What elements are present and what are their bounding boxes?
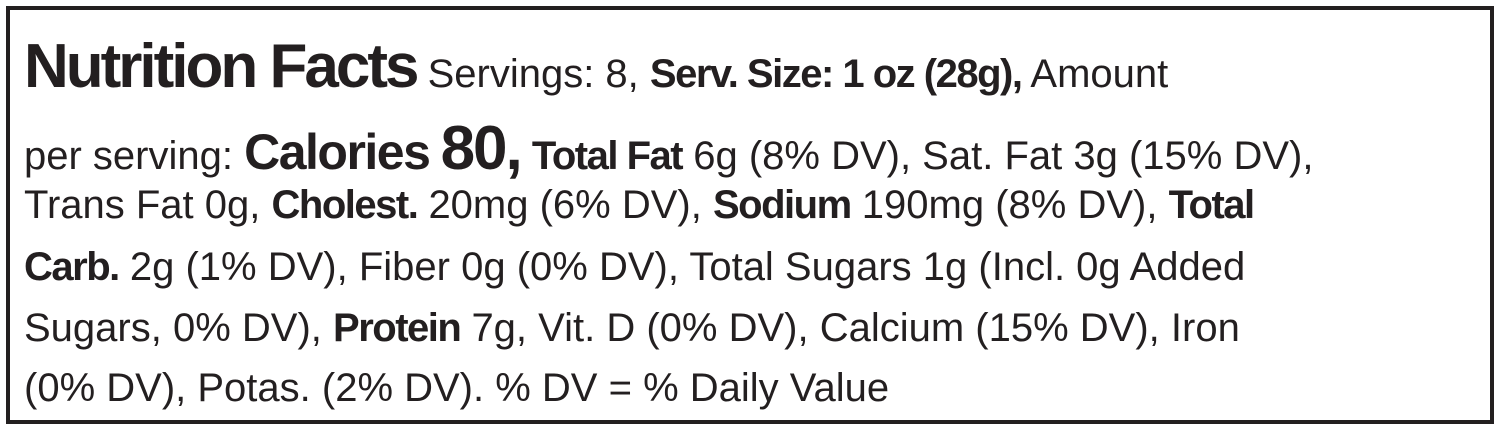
label-bold: Calories — [244, 124, 431, 180]
label-bold: Carb. — [24, 245, 120, 289]
label-text: per serving: — [24, 134, 233, 178]
label-bold: Total — [1168, 183, 1256, 227]
label-bold: Total Fat — [531, 134, 684, 178]
label-line: Carb. 2g (1% DV), Fiber 0g (0% DV), Tota… — [24, 247, 1245, 287]
label-text: 20mg (6% DV), — [428, 183, 702, 227]
label-border — [6, 6, 1494, 424]
label-text: 6g (8% DV), Sat. Fat 3g (15% DV), — [693, 134, 1314, 178]
label-bold: Serv. Size: 1 oz (28g), — [649, 52, 1023, 96]
label-bold: Cholest. — [271, 183, 419, 227]
label-bold: Sodium — [712, 183, 852, 227]
label-title: Nutrition Facts — [24, 32, 419, 101]
label-text: Trans Fat 0g, — [24, 183, 261, 227]
label-text: (0% DV), Potas. (2% DV). % DV = % Daily … — [24, 366, 890, 410]
label-line: (0% DV), Potas. (2% DV). % DV = % Daily … — [24, 368, 889, 408]
label-text: Servings: 8, — [427, 52, 639, 96]
label-line: Trans Fat 0g, Cholest. 20mg (6% DV), Sod… — [24, 183, 1256, 227]
label-bold: 80, — [440, 114, 523, 183]
label-line: per serving: Calories 80, Total Fat 6g (… — [24, 118, 1313, 180]
label-text: Sugars, 0% DV), — [24, 306, 322, 350]
label-bold: Protein — [333, 306, 462, 350]
label-text: Amount — [1030, 52, 1169, 96]
label-text: 190mg (8% DV), — [861, 183, 1158, 227]
label-text: 2g (1% DV), Fiber 0g (0% DV), Total Suga… — [129, 245, 1246, 289]
label-line: Nutrition Facts Servings: 8, Serv. Size:… — [24, 36, 1168, 98]
label-line: Sugars, 0% DV), Protein 7g, Vit. D (0% D… — [24, 308, 1240, 348]
label-text: 7g, Vit. D (0% DV), Calcium (15% DV), Ir… — [471, 306, 1240, 350]
